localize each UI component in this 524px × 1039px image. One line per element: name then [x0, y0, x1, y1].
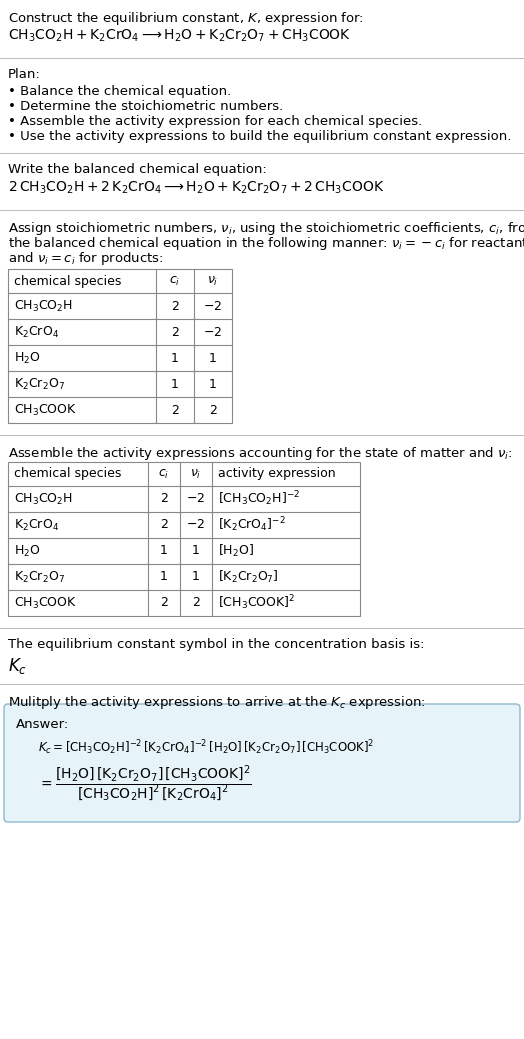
Text: $\nu_i$: $\nu_i$	[190, 468, 202, 481]
Text: $\mathrm{K_2CrO_4}$: $\mathrm{K_2CrO_4}$	[14, 517, 59, 533]
Text: • Assemble the activity expression for each chemical species.: • Assemble the activity expression for e…	[8, 115, 422, 128]
Text: $[\mathrm{CH_3CO_2H}]^{-2}$: $[\mathrm{CH_3CO_2H}]^{-2}$	[218, 489, 300, 508]
Bar	[8, 462, 360, 616]
Text: $\mathrm{CH_3COOK}$: $\mathrm{CH_3COOK}$	[14, 595, 77, 611]
Text: $-2$: $-2$	[187, 518, 205, 532]
Text: 1: 1	[209, 351, 217, 365]
Text: $\mathrm{CH_3COOK}$: $\mathrm{CH_3COOK}$	[14, 402, 77, 418]
Text: • Determine the stoichiometric numbers.: • Determine the stoichiometric numbers.	[8, 100, 283, 113]
Text: The equilibrium constant symbol in the concentration basis is:: The equilibrium constant symbol in the c…	[8, 638, 424, 651]
Text: 2: 2	[171, 299, 179, 313]
Text: 2: 2	[209, 403, 217, 417]
Text: $[\mathrm{CH_3COOK}]^2$: $[\mathrm{CH_3COOK}]^2$	[218, 593, 295, 612]
Text: and $\nu_i = c_i$ for products:: and $\nu_i = c_i$ for products:	[8, 250, 163, 267]
Text: $K_c = [\mathrm{CH_3CO_2H}]^{-2}\,[\mathrm{K_2CrO_4}]^{-2}\,[\mathrm{H_2O}]\,[\m: $K_c = [\mathrm{CH_3CO_2H}]^{-2}\,[\math…	[38, 738, 375, 756]
Bar	[8, 269, 232, 423]
Text: $\mathrm{H_2O}$: $\mathrm{H_2O}$	[14, 543, 40, 559]
Text: $\mathrm{K_2Cr_2O_7}$: $\mathrm{K_2Cr_2O_7}$	[14, 569, 65, 585]
Text: 2: 2	[160, 492, 168, 506]
Text: chemical species: chemical species	[14, 274, 122, 288]
Text: Plan:: Plan:	[8, 68, 41, 81]
Text: Write the balanced chemical equation:: Write the balanced chemical equation:	[8, 163, 267, 176]
Text: $[\mathrm{K_2CrO_4}]^{-2}$: $[\mathrm{K_2CrO_4}]^{-2}$	[218, 515, 286, 534]
Text: 2: 2	[160, 596, 168, 610]
Text: 1: 1	[171, 377, 179, 391]
Text: $\mathrm{CH_3CO_2H}$: $\mathrm{CH_3CO_2H}$	[14, 298, 73, 314]
Text: chemical species: chemical species	[14, 468, 122, 480]
Text: $\nu_i$: $\nu_i$	[208, 274, 219, 288]
Text: $\mathrm{CH_3CO_2H} + \mathrm{K_2CrO_4} \longrightarrow \mathrm{H_2O} + \mathrm{: $\mathrm{CH_3CO_2H} + \mathrm{K_2CrO_4} …	[8, 28, 351, 45]
Text: $c_i$: $c_i$	[169, 274, 181, 288]
Text: activity expression: activity expression	[218, 468, 336, 480]
Text: $\mathrm{K_2CrO_4}$: $\mathrm{K_2CrO_4}$	[14, 324, 59, 340]
Text: $\mathrm{CH_3CO_2H}$: $\mathrm{CH_3CO_2H}$	[14, 491, 73, 507]
Text: • Use the activity expressions to build the equilibrium constant expression.: • Use the activity expressions to build …	[8, 130, 511, 143]
Text: 2: 2	[171, 325, 179, 339]
Text: $-2$: $-2$	[203, 325, 223, 339]
Text: Mulitply the activity expressions to arrive at the $K_c$ expression:: Mulitply the activity expressions to arr…	[8, 694, 426, 711]
Text: 1: 1	[192, 544, 200, 558]
FancyBboxPatch shape	[4, 704, 520, 822]
Text: $[\mathrm{K_2Cr_2O_7}]$: $[\mathrm{K_2Cr_2O_7}]$	[218, 569, 279, 585]
Text: Answer:: Answer:	[16, 718, 69, 731]
Text: 1: 1	[160, 544, 168, 558]
Text: 1: 1	[171, 351, 179, 365]
Text: the balanced chemical equation in the following manner: $\nu_i = -c_i$ for react: the balanced chemical equation in the fo…	[8, 235, 524, 252]
Text: 2: 2	[171, 403, 179, 417]
Text: $\mathrm{H_2O}$: $\mathrm{H_2O}$	[14, 350, 40, 366]
Text: $= \dfrac{[\mathrm{H_2O}]\,[\mathrm{K_2Cr_2O_7}]\,[\mathrm{CH_3COOK}]^2}{[\mathr: $= \dfrac{[\mathrm{H_2O}]\,[\mathrm{K_2C…	[38, 764, 252, 804]
Text: 2: 2	[160, 518, 168, 532]
Text: $-2$: $-2$	[187, 492, 205, 506]
Text: $-2$: $-2$	[203, 299, 223, 313]
Text: 1: 1	[160, 570, 168, 584]
Text: $[\mathrm{H_2O}]$: $[\mathrm{H_2O}]$	[218, 543, 254, 559]
Text: Assemble the activity expressions accounting for the state of matter and $\nu_i$: Assemble the activity expressions accoun…	[8, 445, 512, 462]
Text: • Balance the chemical equation.: • Balance the chemical equation.	[8, 85, 231, 98]
Text: $2\,\mathrm{CH_3CO_2H} + 2\,\mathrm{K_2CrO_4} \longrightarrow \mathrm{H_2O} + \m: $2\,\mathrm{CH_3CO_2H} + 2\,\mathrm{K_2C…	[8, 180, 385, 196]
Text: 1: 1	[209, 377, 217, 391]
Text: $K_c$: $K_c$	[8, 656, 27, 676]
Text: $c_i$: $c_i$	[158, 468, 170, 481]
Text: Construct the equilibrium constant, $K$, expression for:: Construct the equilibrium constant, $K$,…	[8, 10, 364, 27]
Text: 2: 2	[192, 596, 200, 610]
Text: $\mathrm{K_2Cr_2O_7}$: $\mathrm{K_2Cr_2O_7}$	[14, 376, 65, 392]
Text: 1: 1	[192, 570, 200, 584]
Text: Assign stoichiometric numbers, $\nu_i$, using the stoichiometric coefficients, $: Assign stoichiometric numbers, $\nu_i$, …	[8, 220, 524, 237]
